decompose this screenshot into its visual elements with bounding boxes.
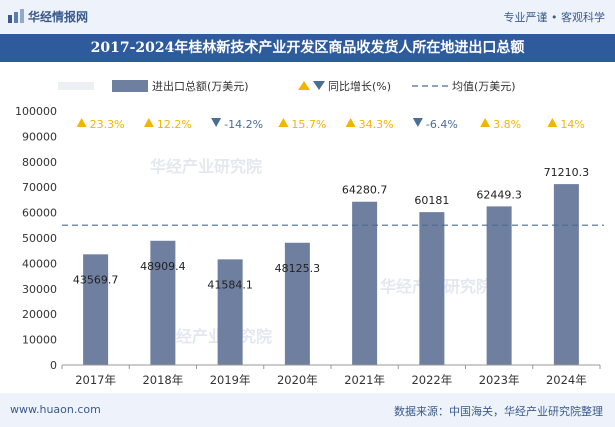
bar-value-label: 60181 <box>414 194 449 207</box>
watermark-text: 华经产业研究院 <box>150 157 262 176</box>
bar-value-label: 48909.4 <box>140 260 186 273</box>
bar-value-label: 71210.3 <box>544 166 590 179</box>
brand-name: 华经情报网 <box>28 10 89 24</box>
top-bar: 华经情报网 专业严谨 • 客观科学 <box>0 0 615 34</box>
x-tick-label: 2022年 <box>411 373 452 387</box>
growth-label: 23.3% <box>90 118 125 131</box>
x-tick-label: 2020年 <box>277 373 318 387</box>
y-tick-label: 20000 <box>22 308 57 321</box>
x-tick-label: 2017年 <box>75 373 116 387</box>
bar <box>284 242 310 365</box>
legend-label-growth: 同比增长(%) <box>328 79 391 93</box>
website-link[interactable]: www.huaon.com <box>10 403 101 416</box>
bar <box>419 212 445 365</box>
y-axis: 0 10000 20000 30000 40000 50000 60000 70000 8000… <box>15 105 57 372</box>
y-tick-label: 30000 <box>22 283 57 296</box>
growth-label: 12.2% <box>157 118 192 131</box>
brand[interactable]: 华经情报网 <box>8 8 88 25</box>
x-tick-label: 2018年 <box>142 373 183 387</box>
bar <box>352 201 378 365</box>
legend-label-bar: 进出口总额(万美元) <box>152 79 249 93</box>
legend-label-avg: 均值(万美元) <box>452 80 516 93</box>
growth-down-triangle-icon <box>211 118 222 127</box>
chart: 华经产业研究院 华经产业研究院 华经产业研究院 进出口总额(万美元) 同比增长(… <box>15 79 604 387</box>
growth-label: 3.8% <box>493 118 521 131</box>
y-tick-label: 80000 <box>22 156 57 169</box>
y-tick-label: 50000 <box>22 232 57 245</box>
growth-up-triangle-icon <box>278 118 289 127</box>
x-tick-label: 2023年 <box>479 373 520 387</box>
data-source: 数据来源：中国海关，华经产业研究院整理 <box>394 405 603 418</box>
y-tick-label: 0 <box>50 359 57 372</box>
bar-value-label: 43569.7 <box>73 273 119 286</box>
growth-markers: 23.3% 12.2% -14.2% 15.7% 34.3% -6.4% 3.8% 14% <box>76 118 585 131</box>
legend-up-triangle-icon <box>298 81 310 90</box>
growth-label: -6.4% <box>426 118 458 131</box>
tagline: 专业严谨 • 客观科学 <box>503 11 605 24</box>
bar <box>150 240 176 365</box>
y-tick-label: 100000 <box>15 105 57 118</box>
growth-label: 34.3% <box>359 118 394 131</box>
watermark-text: 华经产业研究院 <box>160 327 272 346</box>
bar <box>553 184 579 365</box>
growth-label: -14.2% <box>224 118 263 131</box>
x-tick-label: 2024年 <box>546 373 587 387</box>
y-tick-label: 40000 <box>22 257 57 270</box>
y-tick-label: 10000 <box>22 334 57 347</box>
bar <box>217 259 243 365</box>
legend: 进出口总额(万美元) 同比增长(%) 均值(万美元) <box>58 79 516 93</box>
legend-swatch-bar <box>112 80 148 92</box>
bar-value-label: 62449.3 <box>476 188 522 201</box>
growth-up-triangle-icon <box>547 118 558 127</box>
value-labels: 43569.7 48909.4 41584.1 48125.3 64280.7 60181… <box>73 166 589 291</box>
bar-value-label: 64280.7 <box>342 184 388 197</box>
growth-up-triangle-icon <box>143 118 154 127</box>
growth-up-triangle-icon <box>480 118 491 127</box>
bar-value-label: 41584.1 <box>207 278 253 291</box>
x-tick-label: 2019年 <box>210 373 251 387</box>
growth-up-triangle-icon <box>76 118 87 127</box>
bar <box>486 206 512 365</box>
x-tick-label: 2021年 <box>344 373 385 387</box>
legend-down-triangle-icon <box>313 81 325 90</box>
chart-title: 2017-2024年桂林新技术产业开发区商品收发货人所在地进出口总额 <box>0 34 615 62</box>
growth-up-triangle-icon <box>345 118 356 127</box>
bars <box>83 184 579 365</box>
y-tick-label: 70000 <box>22 181 57 194</box>
growth-label: 14% <box>560 118 584 131</box>
growth-label: 15.7% <box>291 118 326 131</box>
legend-swatch-blank <box>58 82 94 90</box>
y-tick-label: 60000 <box>22 207 57 220</box>
footer: www.huaon.com 数据来源：中国海关，华经产业研究院整理 <box>0 393 615 427</box>
growth-down-triangle-icon <box>412 118 423 127</box>
bar-value-label: 48125.3 <box>275 262 321 275</box>
bar <box>83 254 109 365</box>
logo-icon <box>8 9 24 23</box>
x-axis: 2017年 2018年 2019年 2020年 2021年 2022年 2023年 2024年 <box>61 364 601 387</box>
y-tick-label: 90000 <box>22 130 57 143</box>
